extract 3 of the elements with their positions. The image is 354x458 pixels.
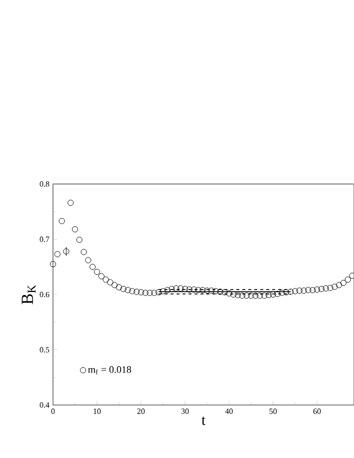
legend-label: m$_{f}$ = 0.018	[88, 366, 132, 374]
y-axis-title: B$_{K}$	[22, 284, 36, 304]
x-axis-title: t	[202, 416, 206, 426]
